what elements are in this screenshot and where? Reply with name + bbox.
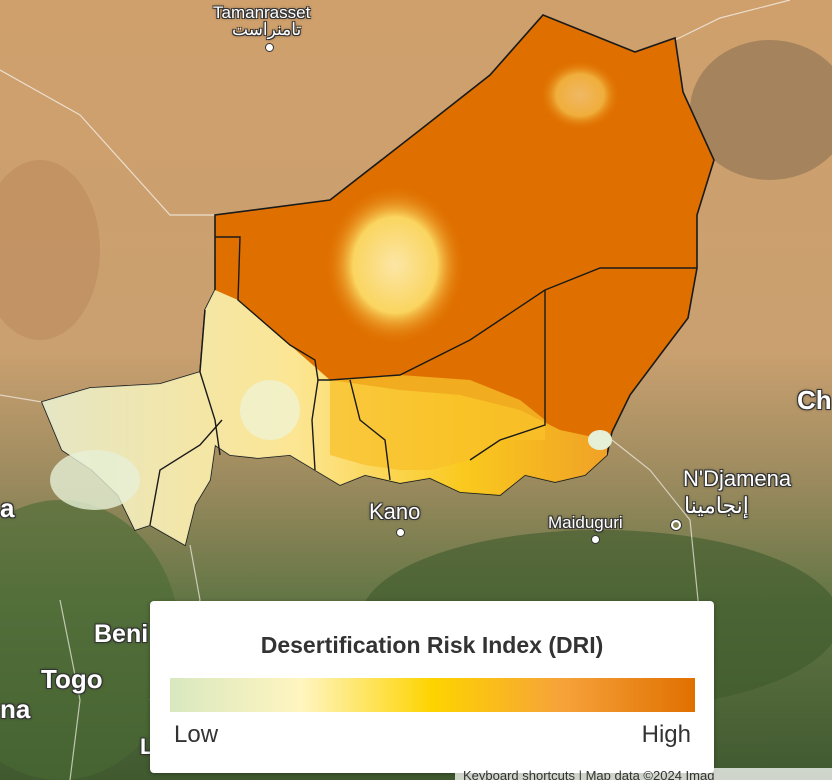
border-line <box>0 69 215 216</box>
label-kano: Kano <box>369 499 421 524</box>
label-togo: Togo <box>41 664 103 694</box>
label-left-na: na <box>0 694 31 724</box>
south-mid-zone <box>330 375 545 470</box>
legend-title: Desertification Risk Index (DRI) <box>260 632 604 658</box>
west-low-zone <box>42 290 607 545</box>
border-line <box>59 599 81 780</box>
region-border <box>311 379 319 471</box>
region-border <box>149 419 223 526</box>
terrain-green-patch <box>0 500 180 780</box>
border-line <box>0 394 43 403</box>
legend-high-label: High <box>641 721 691 748</box>
label-benin: Beni <box>94 620 149 648</box>
capital-marker <box>671 520 681 530</box>
label-left-a: a <box>0 493 15 523</box>
west-pale-patch <box>240 380 300 440</box>
west-pale-patch <box>50 450 140 510</box>
label-ndjamena: N'Djamena <box>683 466 792 491</box>
legend-gradient-bar <box>170 678 695 712</box>
region-border <box>215 236 697 381</box>
region-border <box>349 379 391 481</box>
lake-chad-patch <box>588 430 612 450</box>
region-border <box>469 290 546 461</box>
map-attribution[interactable]: Keyboard shortcuts | Map data ©2024 Imag <box>455 768 832 780</box>
border-line <box>674 0 791 41</box>
border-line <box>611 439 701 621</box>
terrain-dark-patch <box>690 40 832 180</box>
label-chad: Ch <box>797 385 832 415</box>
label-tamanrasset-arabic: تامنراست <box>232 20 302 39</box>
legend-low-label: Low <box>174 721 219 748</box>
label-maiduguri: Maiduguri <box>548 513 623 532</box>
label-tamanrasset: Tamanrasset <box>213 3 311 22</box>
city-marker <box>265 43 274 52</box>
city-marker <box>396 528 405 537</box>
legend-panel: Desertification Risk Index (DRI) Low Hig… <box>150 601 714 773</box>
air-mountains-low-patch <box>325 185 465 345</box>
city-marker <box>591 535 600 544</box>
niger-risk-overlay <box>40 14 715 547</box>
label-ndjamena-arabic: إنجامينا <box>684 493 749 518</box>
terrain-dark-patch <box>0 160 100 340</box>
region-border <box>199 309 221 456</box>
north-low-patch <box>540 60 620 130</box>
